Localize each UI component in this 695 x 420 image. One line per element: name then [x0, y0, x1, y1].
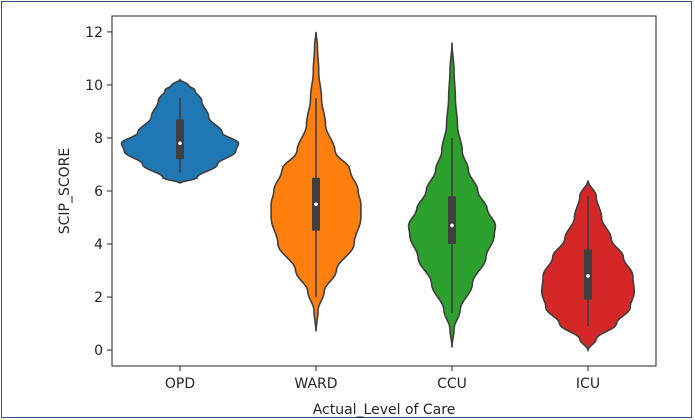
y-axis-ticks: 0 2 4 6 8 10 12	[85, 25, 112, 359]
violin-ccu	[407, 42, 497, 348]
x-tick-label-opd: OPD	[165, 376, 195, 392]
y-tick-label: 10	[85, 78, 103, 94]
violin-median-dot	[450, 223, 454, 228]
violin-icu	[541, 180, 635, 353]
y-tick-label: 12	[85, 25, 103, 41]
x-tick-label-icu: ICU	[576, 376, 600, 392]
violin-median-dot	[178, 141, 182, 146]
y-tick-label: 0	[94, 343, 103, 359]
violin-iqr-box	[448, 196, 456, 245]
y-tick-label: 8	[94, 131, 103, 147]
violin-ward	[270, 31, 362, 332]
y-tick-label: 6	[94, 184, 103, 200]
violin-iqr-box	[176, 119, 184, 160]
y-tick-label: 4	[94, 237, 103, 253]
violin-opd	[120, 78, 240, 184]
violin-median-dot	[314, 202, 318, 207]
x-axis-label: Actual_Level of Care	[313, 402, 456, 418]
x-axis-ticks: OPD WARD CCU ICU	[165, 366, 600, 392]
y-axis-label: SCIP_SCORE	[57, 148, 73, 235]
x-tick-label-ward: WARD	[294, 376, 337, 392]
violin-median-dot	[586, 274, 590, 278]
violins-group	[120, 31, 635, 353]
y-tick-label: 2	[94, 290, 103, 306]
x-tick-label-ccu: CCU	[437, 376, 467, 392]
